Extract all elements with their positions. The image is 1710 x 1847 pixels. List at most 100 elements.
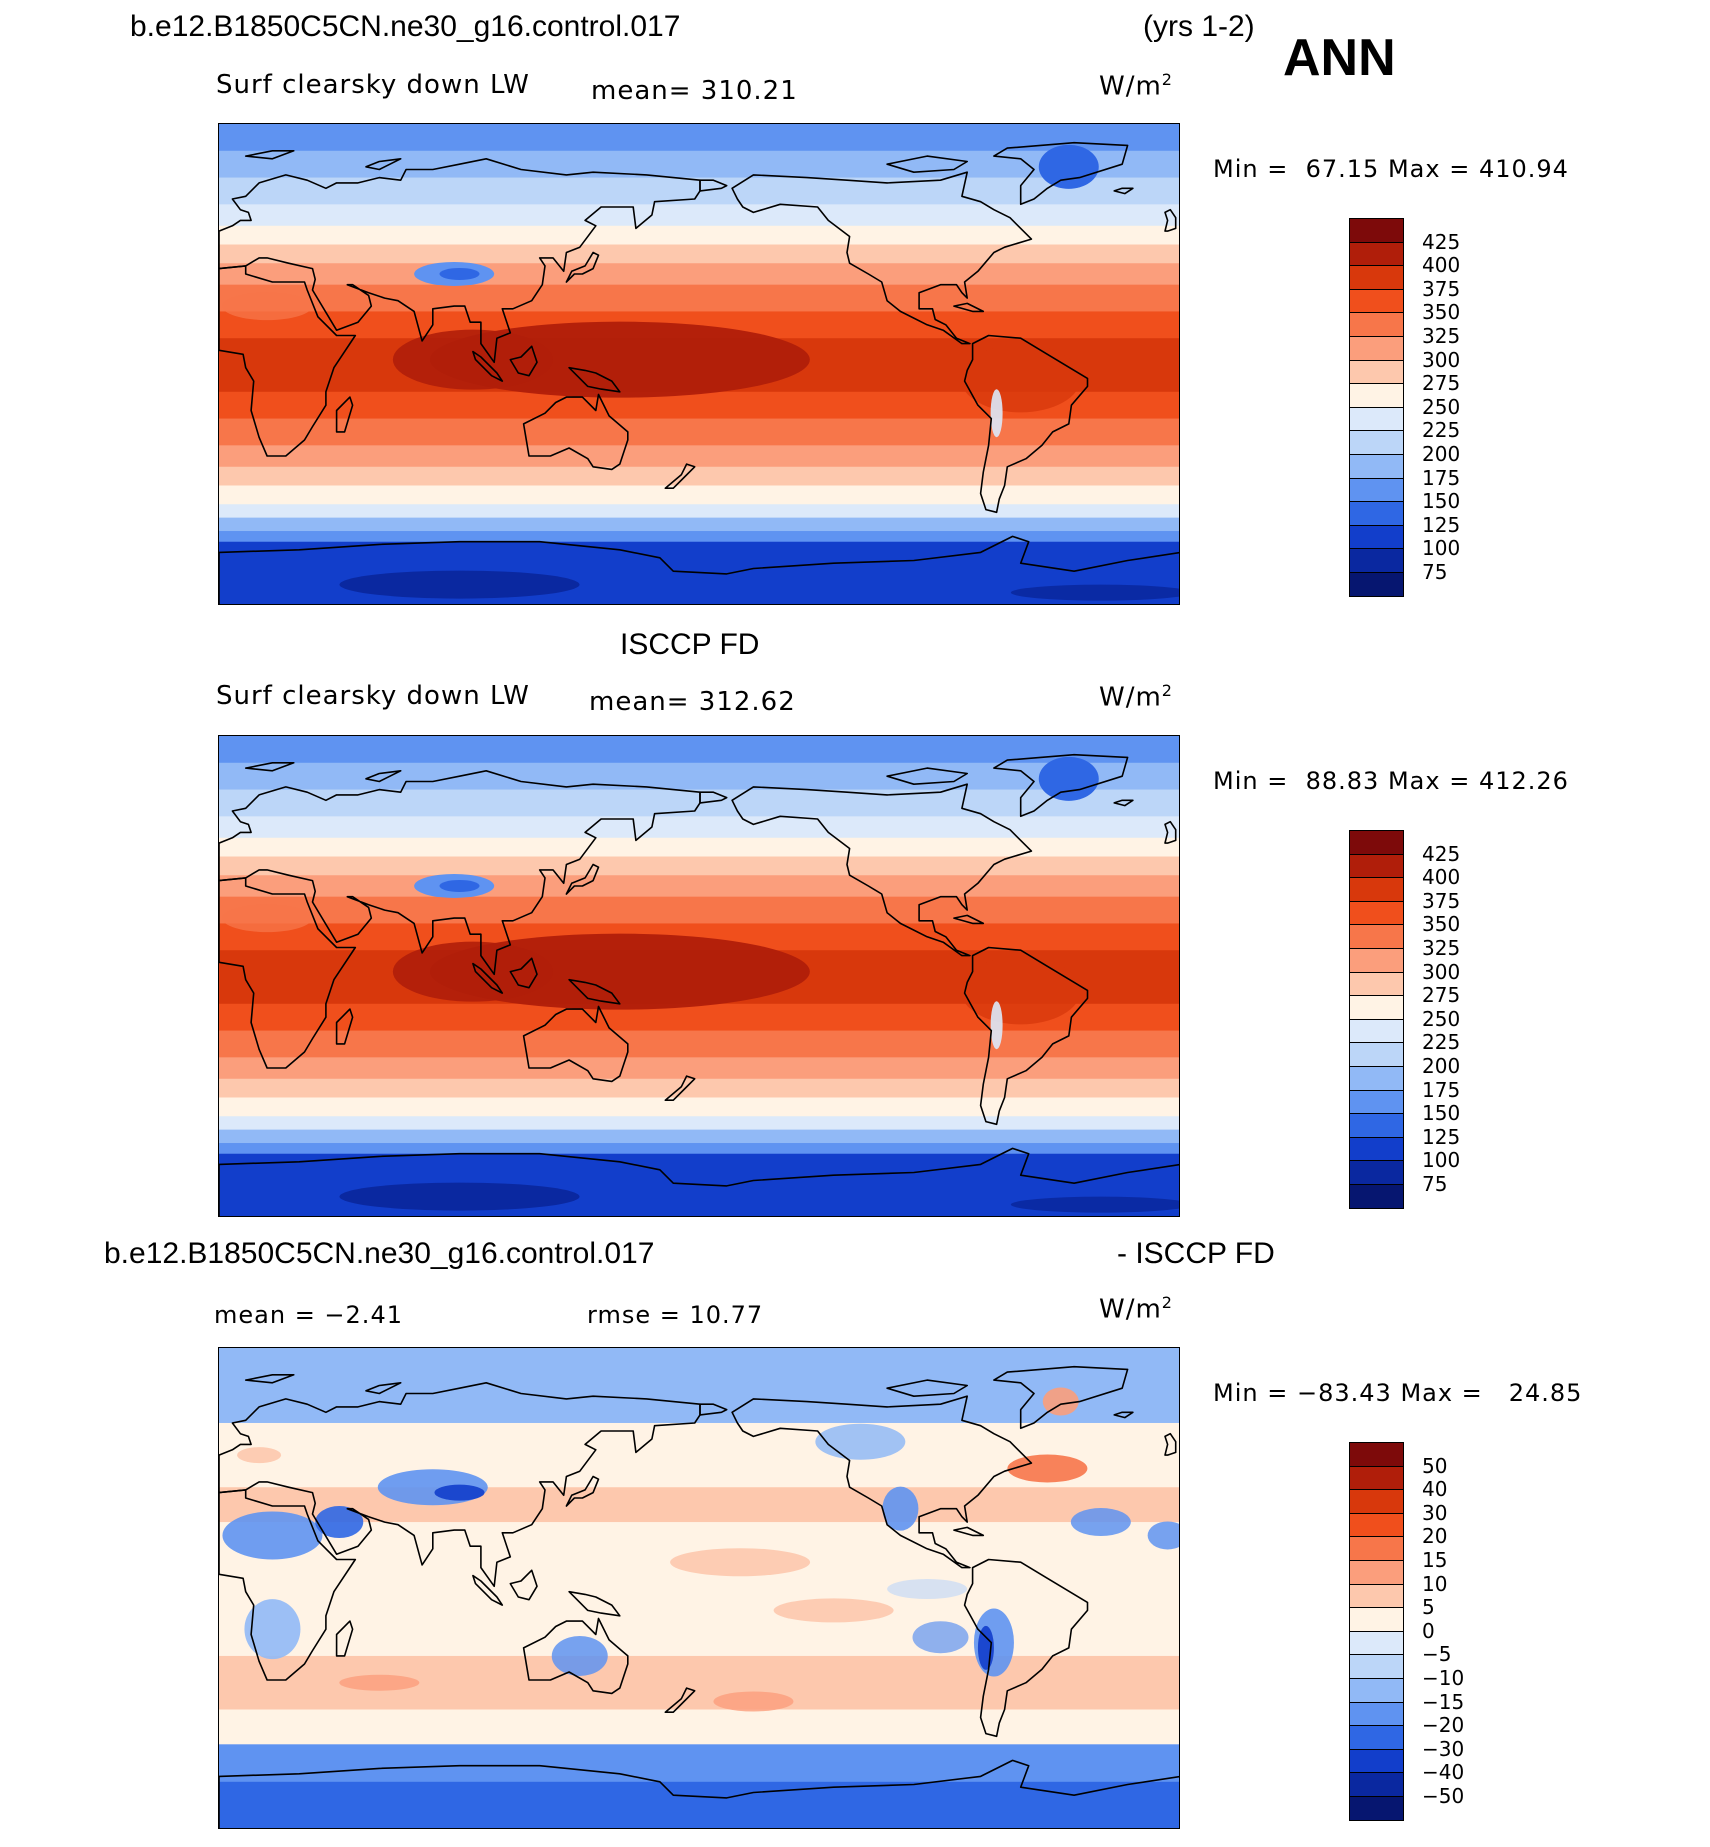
field-band	[219, 531, 1179, 543]
field-anomaly	[773, 1598, 894, 1623]
field-anomaly	[1007, 1454, 1088, 1483]
field-anomaly	[1010, 584, 1179, 601]
coastline	[664, 1687, 696, 1713]
colorbar-tick-label: 125	[1422, 1124, 1461, 1149]
coastline	[219, 1759, 1179, 1828]
coastline	[244, 762, 295, 772]
coastline	[522, 1005, 629, 1083]
field-band	[219, 1078, 1179, 1099]
colorbar-tick-label: 250	[1422, 1006, 1461, 1031]
colorbar-tick-label: 425	[1422, 229, 1461, 254]
field-anomaly	[960, 956, 1081, 1025]
colorbar-segment	[1349, 359, 1404, 385]
field-band	[219, 204, 1179, 227]
panel1-colorbar	[1349, 218, 1404, 597]
colorbar-tick-label: 250	[1422, 394, 1461, 419]
coastline	[472, 350, 504, 382]
field-band	[219, 418, 1179, 447]
colorbar-segment	[1349, 572, 1404, 597]
colorbar-segment	[1349, 1536, 1404, 1561]
coastline	[509, 1569, 538, 1601]
panel3-units: W/m2	[1099, 1293, 1173, 1325]
colorbar-segment	[1349, 1678, 1404, 1703]
coastline	[472, 962, 504, 994]
coastline	[963, 946, 1089, 1126]
colorbar-tick-label: −40	[1422, 1760, 1465, 1785]
coastline	[731, 783, 1033, 957]
colorbar-tick-label: −30	[1422, 1736, 1465, 1761]
field-anomaly	[339, 1674, 420, 1691]
colorbar-segment	[1349, 454, 1404, 479]
colorbar-tick-label: −50	[1422, 1784, 1465, 1808]
field-anomaly	[990, 1001, 1003, 1050]
coastline	[565, 251, 600, 283]
field-anomaly	[882, 1486, 919, 1531]
colorbar-tick-label: 375	[1422, 888, 1461, 913]
field-anomaly	[1042, 1387, 1079, 1416]
field-band	[219, 466, 1179, 487]
colorbar-tick-label: 150	[1422, 489, 1461, 514]
coastlines	[219, 1365, 1179, 1828]
colorbar-segment	[1349, 1630, 1404, 1656]
field-anomaly	[912, 1621, 969, 1654]
field-band	[219, 124, 1179, 152]
colorbar-tick-label: 200	[1422, 442, 1461, 466]
colorbar-tick-label: −15	[1422, 1689, 1465, 1714]
colorbar-tick-label: 100	[1422, 536, 1461, 561]
season-label: ANN	[1283, 29, 1396, 87]
field-band	[219, 762, 1179, 791]
colorbar-tick-label: 15	[1422, 1548, 1448, 1572]
colorbar-tick-label: 200	[1422, 1054, 1461, 1078]
coastline	[565, 1475, 600, 1507]
field-anomaly	[815, 1423, 906, 1460]
coastline	[993, 141, 1129, 206]
panel3-mean: mean = −2.41	[214, 1301, 403, 1329]
field-anomaly	[1147, 1521, 1179, 1550]
years-label: (yrs 1-2)	[1143, 10, 1255, 43]
colorbar-segment	[1349, 477, 1404, 503]
coastline	[219, 265, 357, 457]
panel3-minmax: Min = −83.43 Max = 24.85	[1213, 1379, 1583, 1407]
colorbar-tick-label: 375	[1422, 276, 1461, 301]
field-band	[219, 244, 1179, 265]
colorbar-segment	[1349, 1465, 1404, 1491]
colorbar-tick-label: 350	[1422, 300, 1461, 325]
coastline	[335, 1008, 354, 1045]
colorbar-tick-label: 5	[1422, 1595, 1435, 1620]
field-band	[219, 1129, 1179, 1145]
colorbar-segment	[1349, 1607, 1404, 1632]
field-band	[219, 736, 1179, 764]
coastline	[953, 914, 985, 925]
colorbar-segment	[1349, 877, 1404, 902]
field-anomaly	[1038, 144, 1099, 189]
colorbar-tick-label: 300	[1422, 347, 1461, 372]
coastline	[886, 767, 968, 785]
colorbar-segment	[1349, 830, 1404, 855]
colorbar-segment	[1349, 948, 1404, 973]
coastline	[731, 1395, 1033, 1569]
case-title: b.e12.B1850C5CN.ne30_g16.control.017	[130, 10, 681, 43]
coastline	[219, 1147, 1179, 1216]
field-band	[219, 816, 1179, 839]
colorbar-segment	[1349, 1748, 1404, 1774]
colorbar-tick-label: −20	[1422, 1713, 1465, 1738]
field-band	[219, 485, 1179, 506]
coastline	[472, 1574, 504, 1606]
field-band	[219, 1781, 1179, 1828]
field-anomaly	[1070, 1508, 1131, 1537]
colorbar-segment	[1349, 406, 1404, 432]
coastline	[699, 791, 728, 804]
colorbar-segment	[1349, 383, 1404, 408]
colorbar-segment	[1349, 971, 1404, 997]
colorbar-segment	[1349, 312, 1404, 337]
coastline	[1113, 799, 1134, 807]
coastline	[509, 957, 538, 989]
colorbar-segment	[1349, 1701, 1404, 1727]
field-band	[219, 1143, 1179, 1155]
colorbar-tick-label: −5	[1422, 1642, 1452, 1667]
colorbar-tick-label: 40	[1422, 1477, 1448, 1502]
colorbar-segment	[1349, 1725, 1404, 1750]
coastline	[664, 1075, 696, 1101]
coastline	[731, 171, 1033, 345]
colorbar-tick-label: 350	[1422, 912, 1461, 937]
